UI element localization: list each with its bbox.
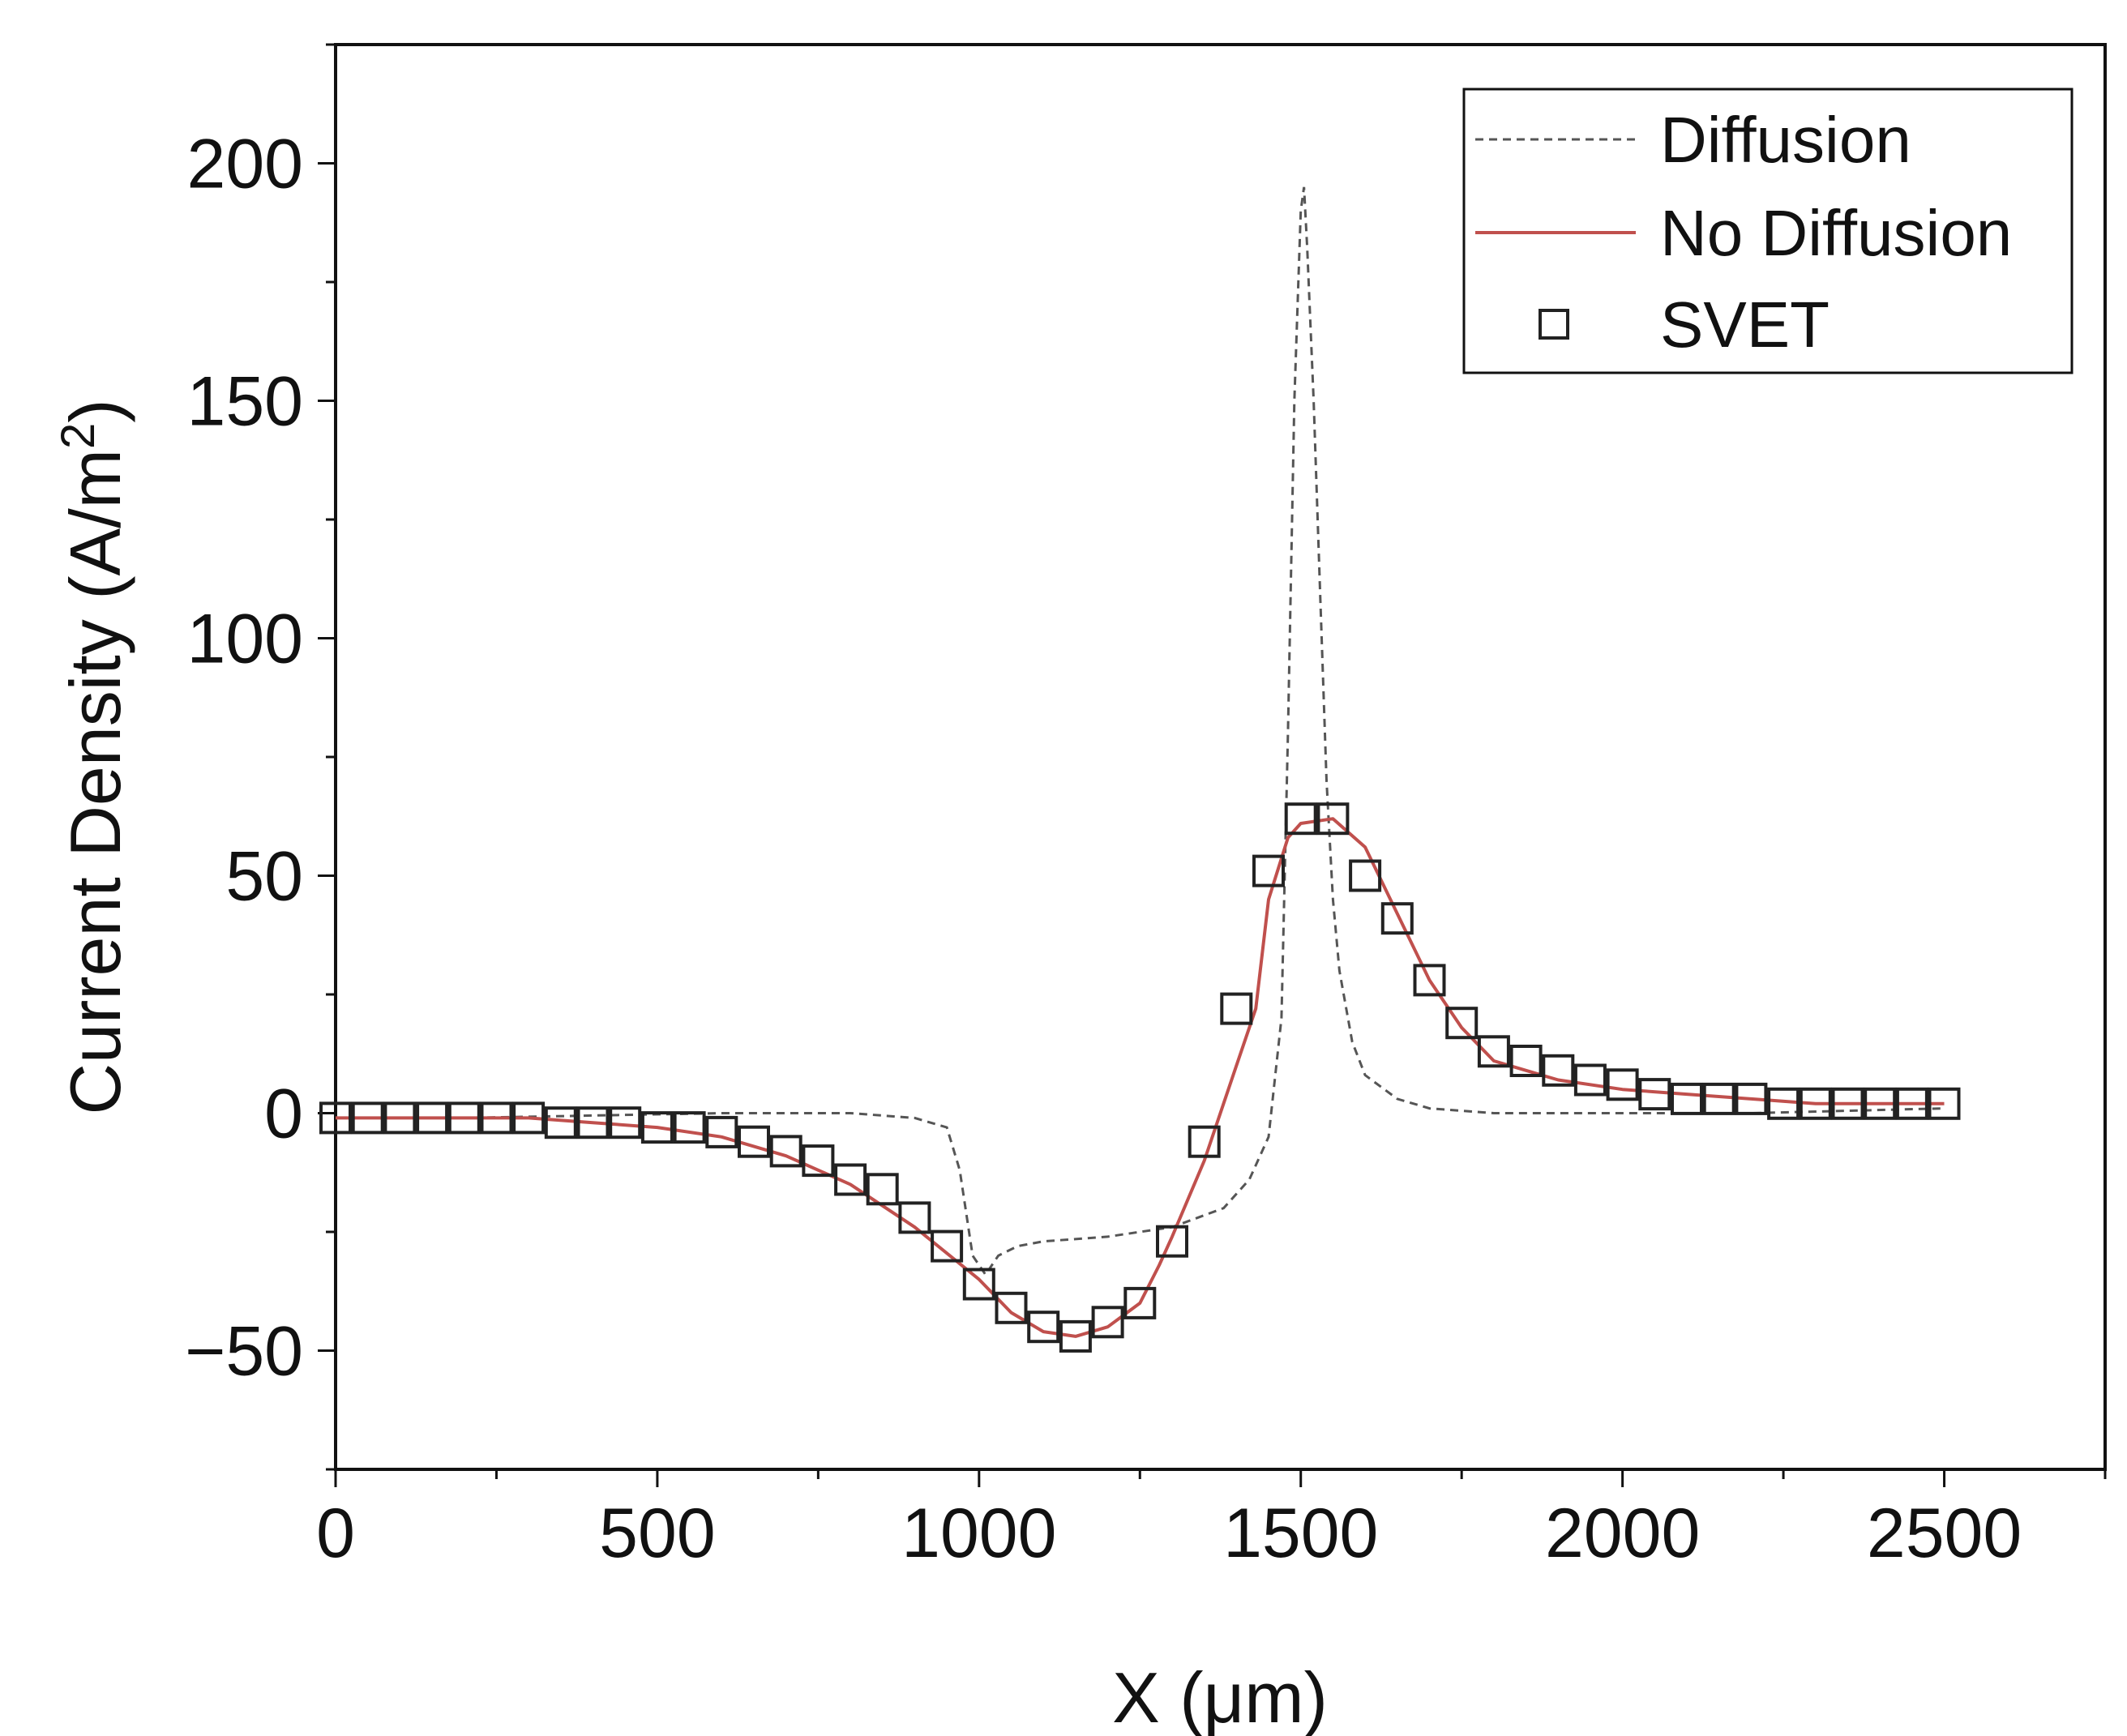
svet-marker [1059, 1319, 1092, 1353]
x-tick-label: 500 [599, 1494, 716, 1572]
y-axis-title-main: Current Density (A/m [55, 449, 135, 1115]
svet-marker [1027, 1311, 1060, 1344]
svet-marker [931, 1229, 964, 1263]
svet-marker [1091, 1306, 1124, 1339]
svet-marker [738, 1125, 770, 1158]
series-layer [319, 186, 1961, 1353]
svet-marker [1380, 902, 1414, 935]
svet-marker [447, 1101, 481, 1135]
legend-svet-label: SVET [1660, 289, 1830, 361]
svet-marker [1799, 1087, 1832, 1120]
y-axis-title: Current Density (A/m2) [52, 399, 135, 1114]
y-tick-label: 50 [225, 838, 303, 916]
svet-marker [995, 1291, 1028, 1324]
svet-marker [1156, 1225, 1188, 1258]
svet-marker [962, 1268, 995, 1301]
svet-marker [1220, 992, 1253, 1025]
svet-marker [1542, 1054, 1575, 1087]
svet-marker [1252, 854, 1285, 887]
svet-marker [1671, 1082, 1703, 1115]
y-tick-labels: −50 0 50 100 150 200 [185, 126, 303, 1391]
svet-marker [351, 1101, 384, 1135]
major-ticks [318, 162, 1946, 1487]
series-no-diffusion-line [336, 817, 1945, 1338]
svet-marker [1413, 964, 1446, 997]
svet-marker [640, 1111, 674, 1144]
svet-marker [1638, 1078, 1671, 1111]
x-axis-title: X (μm) [1112, 1657, 1328, 1736]
legend-no-diffusion-label: No Diffusion [1660, 197, 2012, 269]
svet-marker [1928, 1087, 1961, 1120]
svet-marker [609, 1106, 642, 1140]
series-diffusion-line [336, 186, 1945, 1277]
x-tick-label: 1500 [1223, 1494, 1378, 1572]
svet-marker [544, 1106, 577, 1140]
svet-marker [319, 1101, 352, 1135]
svet-marker [1477, 1035, 1510, 1068]
y-tick-label: −50 [185, 1313, 303, 1391]
y-tick-label: 100 [187, 601, 304, 678]
svet-marker [1509, 1045, 1543, 1077]
legend-diffusion-label: Diffusion [1660, 104, 1911, 176]
svet-marker [769, 1135, 802, 1168]
x-tick-labels: 0 500 1000 1500 2000 2500 [316, 1494, 2022, 1572]
svet-marker [834, 1163, 867, 1196]
svet-marker [416, 1101, 449, 1135]
svet-marker [866, 1173, 899, 1206]
svet-marker [802, 1144, 835, 1178]
svet-marker [1831, 1087, 1864, 1120]
svet-marker [1767, 1087, 1800, 1120]
svet-marker [1123, 1286, 1157, 1319]
svet-marker [1316, 802, 1350, 836]
svet-marker [1188, 1125, 1221, 1158]
svet-marker [1606, 1068, 1639, 1101]
x-tick-label: 2000 [1545, 1494, 1700, 1572]
y-tick-label: 0 [264, 1075, 303, 1153]
svet-marker [1284, 802, 1317, 836]
y-tick-label: 150 [187, 363, 304, 441]
svet-marker [673, 1111, 706, 1144]
x-tick-label: 2500 [1867, 1494, 2022, 1572]
svet-marker [1445, 1007, 1479, 1040]
svet-marker [898, 1201, 931, 1234]
legend: Diffusion No Diffusion SVET [1462, 88, 2074, 374]
svet-marker [480, 1101, 513, 1135]
y-tick-label: 200 [187, 126, 304, 203]
svet-marker [1349, 859, 1382, 892]
svet-marker [383, 1101, 417, 1135]
svet-marker [576, 1106, 610, 1140]
svet-marker [705, 1115, 738, 1148]
svet-marker [1864, 1087, 1897, 1120]
legend-svet-swatch [1539, 309, 1569, 340]
svet-marker [1573, 1063, 1607, 1097]
svet-marker [1735, 1082, 1768, 1115]
svet-marker [1895, 1087, 1928, 1120]
y-axis-title-superscript: 2 [52, 423, 105, 449]
minor-ticks [326, 43, 2107, 1479]
y-axis-title-close: ) [55, 399, 135, 422]
x-tick-label: 1000 [901, 1494, 1056, 1572]
x-tick-label: 0 [316, 1494, 355, 1572]
svet-marker [1702, 1082, 1735, 1115]
svet-marker [512, 1101, 546, 1135]
